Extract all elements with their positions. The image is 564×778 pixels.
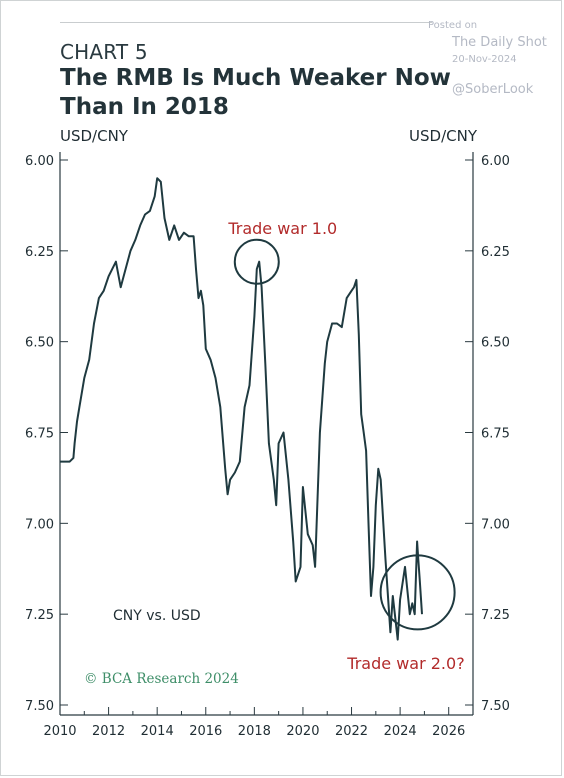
y-tick-label-right-2: 6.50 xyxy=(481,336,510,351)
x-tick-label-3: 2016 xyxy=(189,724,222,739)
y-tick-label-right-1: 6.25 xyxy=(481,245,510,260)
x-tick-label-6: 2022 xyxy=(335,724,368,739)
annotation-trade-war-1: Trade war 1.0 xyxy=(227,219,337,238)
y-axis-right-label: USD/CNY xyxy=(409,127,477,145)
y-axis-left-label: USD/CNY xyxy=(60,127,128,145)
chart-title: The RMB Is Much Weaker Now Than In 2018 xyxy=(60,65,451,120)
watermark-source: The Daily Shot xyxy=(452,35,547,50)
y-tick-label-left-3: 6.75 xyxy=(25,427,54,442)
x-tick-label-5: 2020 xyxy=(286,724,319,739)
y-tick-label-right-4: 7.00 xyxy=(481,517,510,532)
x-tick-label-8: 2026 xyxy=(432,724,465,739)
x-tick-label-1: 2012 xyxy=(92,724,125,739)
series-label: CNY vs. USD xyxy=(113,608,201,624)
y-tick-label-left-5: 7.25 xyxy=(25,608,54,623)
top-rule xyxy=(60,22,432,23)
y-tick-label-right-6: 7.50 xyxy=(481,699,510,714)
y-tick-label-left-2: 6.50 xyxy=(25,336,54,351)
x-tick-label-2: 2014 xyxy=(141,724,174,739)
x-tick-label-7: 2024 xyxy=(384,724,417,739)
y-tick-label-right-0: 6.00 xyxy=(481,154,510,169)
y-tick-label-right-5: 7.25 xyxy=(481,608,510,623)
series-line-cny-vs-usd xyxy=(60,177,423,641)
chart-kicker: CHART 5 xyxy=(60,40,148,64)
source-credit: © BCA Research 2024 xyxy=(84,671,239,687)
annotation-trade-war-2: Trade war 2.0? xyxy=(346,654,464,673)
x-tick-label-0: 2010 xyxy=(43,724,76,739)
y-tick-label-left-4: 7.00 xyxy=(25,517,54,532)
watermark-posted: Posted on xyxy=(428,20,478,31)
highlight-circle-trade-war-1 xyxy=(233,238,280,285)
highlight-circle-trade-war-2 xyxy=(379,554,456,631)
y-tick-label-left-1: 6.25 xyxy=(25,245,54,260)
x-tick-label-4: 2018 xyxy=(238,724,271,739)
watermark-handle: @SoberLook xyxy=(452,82,534,97)
watermark-date: 20-Nov-2024 xyxy=(452,54,517,65)
y-tick-label-left-6: 7.50 xyxy=(25,699,54,714)
y-tick-label-right-3: 6.75 xyxy=(481,427,510,442)
y-tick-label-left-0: 6.00 xyxy=(25,154,54,169)
